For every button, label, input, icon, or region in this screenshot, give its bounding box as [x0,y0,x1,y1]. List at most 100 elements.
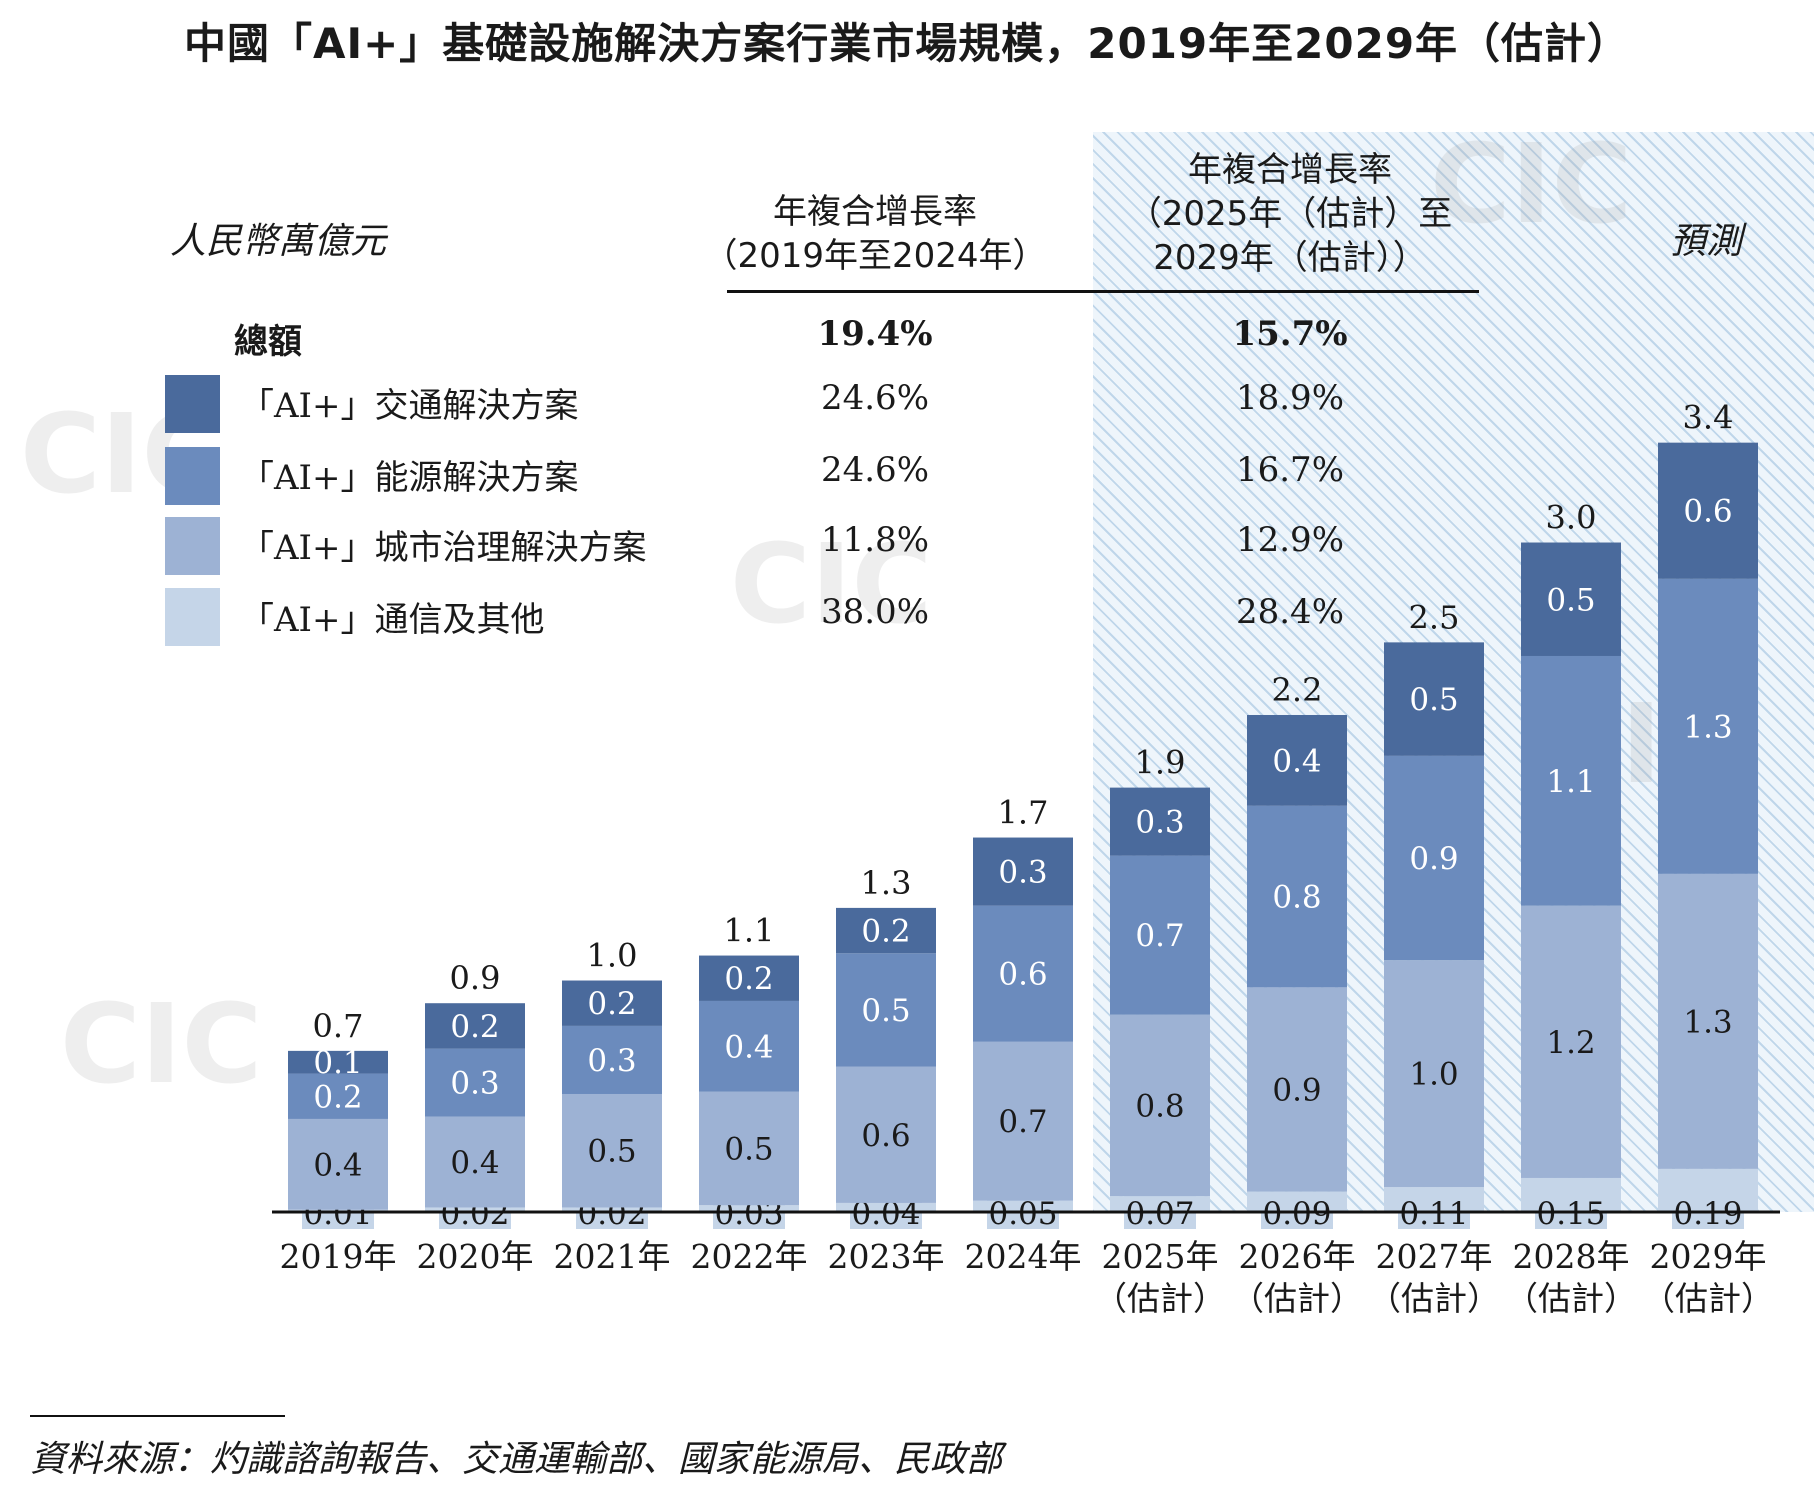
x-tick-label: （估計） [1505,1279,1637,1318]
data-label: 0.09 [1262,1196,1331,1232]
data-label: 0.07 [1125,1196,1194,1232]
data-label: 0.2 [861,914,910,950]
data-label: 0.11 [1399,1196,1468,1232]
cagr-header-hist-line2: （2019年至2024年） [703,236,1047,276]
bar-segment [288,1118,388,1210]
bar-segment [1110,1014,1210,1197]
bar-segment [836,1066,936,1203]
data-label: 1.1 [1546,764,1595,800]
bar-segment [836,907,936,954]
legend-row-label: 「AI+」能源解決方案 [240,458,579,498]
total-label: 0.7 [313,1007,364,1045]
x-tick-label: （估計） [1231,1279,1363,1318]
cagr-header-fc-line1: 年複合增長率 [1188,150,1392,190]
x-tick-label: 2020年 [417,1237,534,1276]
data-label: 0.3 [450,1066,499,1102]
data-label: 0.2 [587,986,636,1022]
bar-segment [1521,542,1621,656]
x-tick-label: （估計） [1094,1279,1226,1318]
data-label: 0.8 [1272,880,1321,916]
data-label: 0.5 [587,1134,636,1170]
bar-segment [1384,755,1484,961]
cagr-hist: 38.0% [820,592,929,632]
cagr-header-fc-line3: 2029年（估計）） [1153,238,1427,278]
x-tick-label: 2024年 [965,1237,1082,1276]
total-label: 2.2 [1272,671,1323,709]
legend-swatch [165,588,220,646]
bar-segment [562,1025,662,1094]
bar-segment [1247,805,1347,988]
total-label: 1.3 [861,864,912,902]
data-label: 1.3 [1683,1004,1732,1040]
bar-segment [1110,855,1210,1015]
data-label: 1.2 [1546,1025,1595,1061]
bar-segment [288,1050,388,1074]
bar-segment [1521,655,1621,906]
data-label: 0.3 [587,1043,636,1079]
cagr-hist: 11.8% [820,520,929,560]
bar-segment [562,980,662,1026]
total-label: 1.7 [998,794,1049,832]
legend-swatch [165,447,220,505]
source-rule [30,1415,285,1417]
total-label: 3.4 [1683,399,1734,437]
data-label: 0.6 [1683,494,1732,530]
data-label: 0.5 [861,993,910,1029]
x-tick-label: 2025年 [1102,1237,1219,1276]
data-label: 0.5 [1546,582,1595,618]
data-label: 0.3 [998,855,1047,891]
data-label: 0.3 [1135,805,1184,841]
data-label: 0.6 [998,957,1047,993]
bar-segment [699,1000,799,1092]
bar-segment [1384,642,1484,756]
data-label: 0.9 [1272,1072,1321,1108]
x-tick-label: 2019年 [280,1237,397,1276]
bar-segment [1658,578,1758,874]
cagr-total-hist: 19.4% [817,314,933,354]
bar-segment [699,1091,799,1206]
bar-segment [973,1041,1073,1201]
data-label: 0.2 [724,961,773,997]
total-label: 3.0 [1546,499,1597,537]
legend-swatch [165,375,220,433]
bar-segment [425,1116,525,1208]
bar-segment [1384,960,1484,1188]
legend-total-label: 總額 [234,322,302,362]
legend-swatch [165,517,220,575]
total-label: 2.5 [1409,598,1460,636]
data-label: 0.7 [998,1104,1047,1140]
bar-segment [836,953,936,1067]
x-tick-label: 2026年 [1239,1237,1356,1276]
data-label: 0.7 [1135,918,1184,954]
legend-row-label: 「AI+」城市治理解決方案 [240,528,647,568]
data-label: 0.05 [988,1196,1057,1232]
data-label: 0.4 [313,1147,362,1183]
x-tick-label: 2029年 [1650,1237,1767,1276]
unit-label: 人民幣萬億元 [170,221,387,262]
data-label: 0.9 [1409,841,1458,877]
total-label: 0.9 [450,959,501,997]
total-label: 1.0 [587,937,638,975]
cagr-total-fc: 15.7% [1232,314,1348,354]
bar-segment [973,837,1073,906]
cagr-fc: 28.4% [1235,592,1344,632]
data-label: 0.15 [1536,1196,1605,1232]
data-label: 0.5 [1409,682,1458,718]
bar-segment [973,905,1073,1042]
cagr-header-hist-line1: 年複合增長率 [773,192,977,232]
cagr-hist: 24.6% [820,378,929,418]
data-label: 0.6 [861,1118,910,1154]
data-label: 0.4 [450,1145,499,1181]
bar-segment [425,1003,525,1049]
data-label: 1.0 [1409,1057,1458,1093]
total-label: 1.1 [724,912,775,950]
chart-title: 中國「AI+」基礎設施解決方案行業市場規模，2019年至2029年（估計） [183,19,1631,68]
x-tick-label: 2022年 [691,1237,808,1276]
cagr-fc: 12.9% [1235,520,1344,560]
bar-segment [1247,987,1347,1192]
bar-segment [699,955,799,1001]
cagr-header-fc-line2: （2025年（估計）至 [1127,194,1453,234]
data-label: 1.3 [1683,709,1732,745]
data-label: 0.4 [1272,743,1321,779]
